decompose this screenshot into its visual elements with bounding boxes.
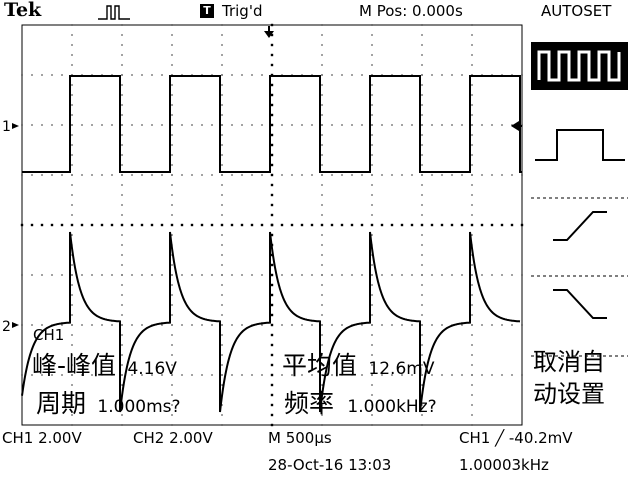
mean-measurement: 平均值 12.6mV <box>282 346 434 382</box>
ch2-trace <box>21 231 521 413</box>
single-cycle-square-wave-icon <box>535 129 625 161</box>
menu-divider <box>531 262 628 277</box>
menu-divider <box>531 184 628 199</box>
autoset-falling-edge-option[interactable] <box>531 278 628 328</box>
datetime-readout: 28-Oct-16 13:03 <box>268 456 392 474</box>
brand-logo: Tek <box>4 0 42 21</box>
horizontal-position: M Pos: 0.000s <box>359 2 463 20</box>
timebase-readout: M 500µs <box>268 429 332 447</box>
cancel-autoset-button[interactable]: 取消自 动设置 <box>533 346 605 410</box>
peak-to-peak-value: 4.16V <box>127 359 177 379</box>
menu-title-autoset: AUTOSET <box>541 2 612 20</box>
trigger-status: Trig'd <box>222 2 263 20</box>
ch2-marker: 2 <box>2 319 11 335</box>
trigger-status-badge: T <box>200 4 214 18</box>
mean-label: 平均值 <box>282 351 358 380</box>
trigger-position-marker <box>264 31 274 38</box>
frequency-measurement: 频率 1.000kHz? <box>284 384 437 420</box>
measurement-channel-label: CH1 <box>33 326 65 344</box>
autoset-rising-edge-option[interactable] <box>531 200 628 250</box>
frequency-counter-readout: 1.00003kHz <box>459 456 549 474</box>
trigger-readout: CH1 ╱ -40.2mV <box>459 429 573 447</box>
menu-divider <box>531 342 628 357</box>
cancel-autoset-line2: 动设置 <box>533 380 605 408</box>
ch1-scale-readout: CH1 2.00V <box>2 429 82 447</box>
frequency-value: 1.000kHz? <box>347 397 437 417</box>
peak-to-peak-label: 峰-峰值 <box>32 351 117 380</box>
trigger-level-marker <box>511 121 519 131</box>
acquisition-waveform-icon <box>98 3 130 25</box>
period-measurement: 周期 1.000ms? <box>36 384 181 420</box>
peak-to-peak-measurement: 峰-峰值 4.16V <box>32 346 177 382</box>
falling-edge-icon <box>553 289 607 319</box>
ch1-trace <box>22 75 522 173</box>
rising-edge-icon <box>553 211 607 241</box>
period-label: 周期 <box>36 389 87 418</box>
multi-cycle-square-wave-icon <box>537 50 621 82</box>
autoset-multi-cycle-option[interactable] <box>531 42 628 90</box>
mean-value: 12.6mV <box>368 359 435 379</box>
autoset-single-cycle-option[interactable] <box>531 112 628 168</box>
ch2-scale-readout: CH2 2.00V <box>133 429 213 447</box>
cancel-autoset-line1: 取消自 <box>533 348 605 376</box>
frequency-label: 频率 <box>284 389 335 418</box>
ch1-marker: 1 <box>2 119 11 135</box>
period-value: 1.000ms? <box>97 397 181 417</box>
